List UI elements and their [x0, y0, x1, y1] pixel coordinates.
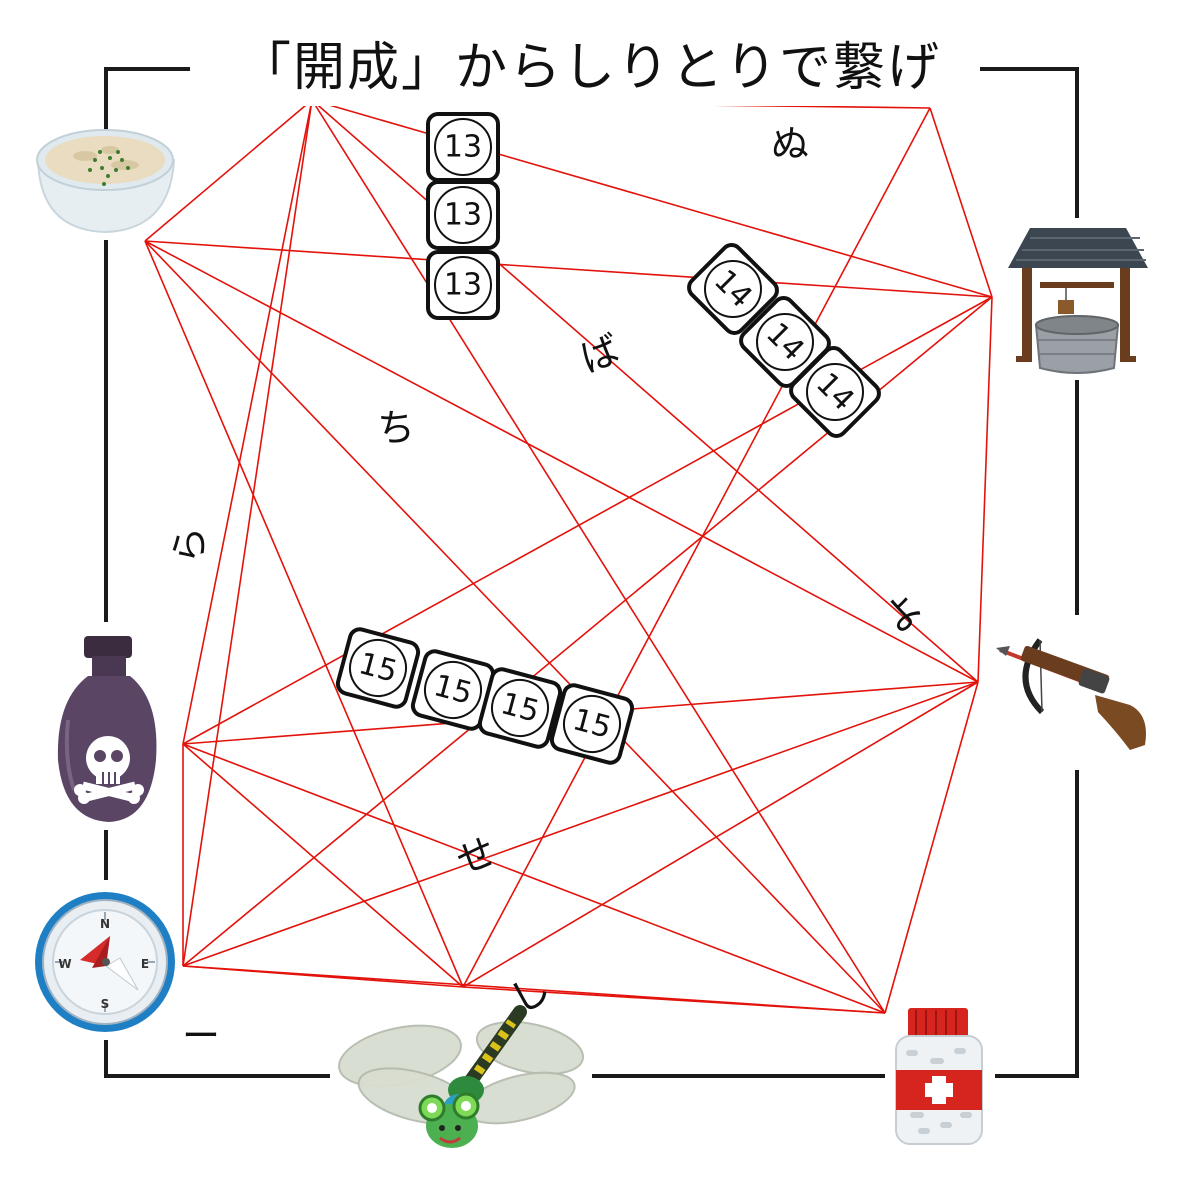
frame-bottom-right: [995, 770, 1079, 1078]
compass-icon: N E S W: [35, 892, 175, 1032]
connection-line: [929, 107, 993, 298]
number-tile-label: 13: [444, 198, 482, 233]
connection-line: [182, 99, 313, 745]
kana-hint: ぬ: [771, 122, 809, 166]
connection-line: [182, 681, 979, 967]
compass-letter-w: W: [58, 957, 71, 971]
connection-line: [977, 296, 993, 683]
crossbow-icon: [996, 638, 1146, 750]
puzzle-frame: [104, 67, 1079, 1078]
number-tile-15: 15: [549, 683, 635, 765]
connection-line: [884, 681, 979, 1014]
connection-line: [462, 107, 931, 988]
connection-line: [311, 99, 886, 1014]
connection-line: [182, 743, 464, 988]
number-tile-15: 15: [335, 627, 421, 709]
compass-letter-n: N: [100, 917, 110, 931]
connection-line: [144, 99, 313, 242]
number-tile-15: 15: [477, 667, 563, 749]
number-tile-label: 13: [444, 268, 482, 303]
number-tile-14: 14: [789, 346, 881, 438]
number-tile-14: 14: [739, 296, 831, 388]
medicine-bottle-icon: [895, 1008, 983, 1145]
number-tile-13: 13: [426, 180, 500, 250]
compass-letter-s: S: [101, 997, 110, 1011]
connection-line: [311, 99, 993, 298]
water-well-icon: [1008, 228, 1148, 374]
connection-line: [182, 743, 886, 1014]
connection-line: [144, 240, 993, 298]
connection-line: [182, 99, 313, 967]
connection-line: [144, 240, 979, 683]
connection-line: [311, 99, 979, 683]
poison-bottle-icon: [57, 636, 157, 822]
frame-top-right: [978, 67, 1079, 218]
number-tile-13: 13: [426, 112, 500, 182]
number-tile-14: 14: [687, 243, 779, 335]
kana-hint: ー: [182, 1014, 220, 1058]
kana-hint: ら: [166, 524, 213, 566]
kana-hint: ば: [575, 327, 626, 381]
connection-line: [144, 240, 886, 1014]
number-tile-15: 15: [410, 649, 496, 731]
frame-bottom-left: [104, 1040, 330, 1078]
dragonfly-tail: [463, 1005, 527, 1089]
kana-hint: せ: [451, 829, 502, 883]
connection-line: [462, 681, 979, 988]
kana-hint: ち: [377, 406, 415, 450]
connection-line: [144, 240, 464, 988]
puzzle-title: 「開成」からしりとりで繋げ: [200, 30, 980, 106]
porridge-bowl-icon: [36, 129, 176, 234]
number-tile-13: 13: [426, 250, 500, 320]
connection-lines: [144, 99, 993, 1014]
number-tile-label: 13: [444, 130, 482, 165]
dragonfly-icon: [338, 1005, 585, 1148]
connection-line: [462, 986, 886, 1014]
compass-letter-e: E: [141, 957, 149, 971]
